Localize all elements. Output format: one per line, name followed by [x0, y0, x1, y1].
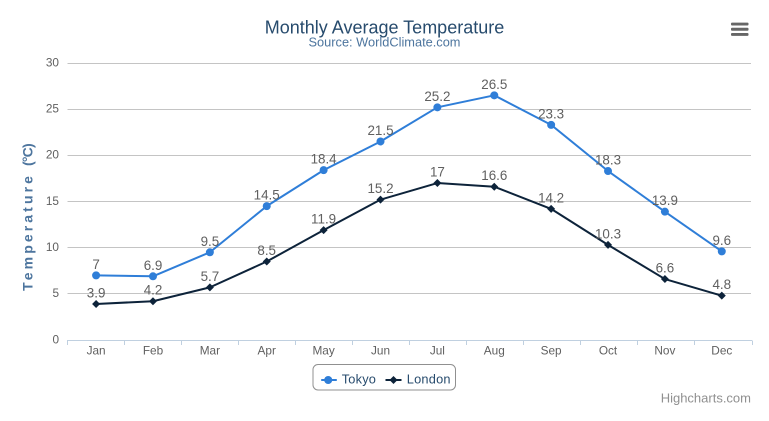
- svg-text:14.5: 14.5: [254, 188, 280, 203]
- svg-text:Tokyo: Tokyo: [342, 372, 376, 387]
- svg-text:23.3: 23.3: [538, 106, 564, 121]
- svg-text:25.2: 25.2: [424, 89, 450, 104]
- svg-text:9.6: 9.6: [712, 233, 731, 248]
- svg-text:14.2: 14.2: [538, 190, 564, 205]
- svg-text:21.5: 21.5: [367, 123, 393, 138]
- svg-text:4.8: 4.8: [712, 277, 731, 292]
- svg-text:May: May: [312, 344, 334, 358]
- svg-text:Highcharts.com: Highcharts.com: [661, 391, 751, 406]
- svg-text:Oct: Oct: [599, 344, 618, 358]
- svg-text:10.3: 10.3: [595, 226, 621, 241]
- svg-text:Dec: Dec: [711, 344, 732, 358]
- svg-text:16.6: 16.6: [481, 168, 507, 183]
- svg-text:Nov: Nov: [654, 344, 675, 358]
- svg-text:Jun: Jun: [371, 344, 390, 358]
- svg-text:25: 25: [46, 102, 60, 116]
- svg-text:0: 0: [52, 332, 59, 346]
- svg-text:26.5: 26.5: [481, 77, 507, 92]
- svg-text:Aug: Aug: [484, 344, 505, 358]
- svg-text:Source: WorldClimate.com: Source: WorldClimate.com: [309, 35, 461, 50]
- svg-text:Jul: Jul: [430, 344, 445, 358]
- svg-text:Apr: Apr: [258, 344, 276, 358]
- svg-text:Feb: Feb: [143, 344, 164, 358]
- svg-text:10: 10: [46, 240, 60, 254]
- svg-text:Mar: Mar: [200, 344, 220, 358]
- svg-text:Temperature (°C): Temperature (°C): [20, 144, 36, 291]
- svg-text:15.2: 15.2: [367, 181, 393, 196]
- svg-text:London: London: [407, 372, 451, 387]
- svg-text:Sep: Sep: [541, 344, 562, 358]
- svg-text:30: 30: [46, 55, 60, 69]
- svg-text:17: 17: [430, 165, 445, 180]
- svg-text:3.9: 3.9: [87, 286, 106, 301]
- svg-text:18.3: 18.3: [595, 153, 621, 168]
- svg-text:15: 15: [46, 194, 60, 208]
- svg-text:Monthly Average Temperature: Monthly Average Temperature: [265, 18, 504, 38]
- svg-text:5.7: 5.7: [201, 269, 220, 284]
- svg-text:6.6: 6.6: [656, 261, 675, 276]
- svg-text:11.9: 11.9: [311, 212, 336, 227]
- svg-text:9.5: 9.5: [201, 234, 220, 249]
- svg-text:7: 7: [92, 257, 99, 272]
- svg-text:4.2: 4.2: [144, 283, 163, 298]
- svg-text:13.9: 13.9: [652, 193, 678, 208]
- svg-text:18.4: 18.4: [311, 152, 338, 167]
- svg-text:8.5: 8.5: [257, 243, 276, 258]
- svg-text:20: 20: [46, 148, 60, 162]
- svg-text:Jan: Jan: [87, 344, 106, 358]
- svg-text:6.9: 6.9: [144, 258, 163, 273]
- svg-text:5: 5: [52, 286, 59, 300]
